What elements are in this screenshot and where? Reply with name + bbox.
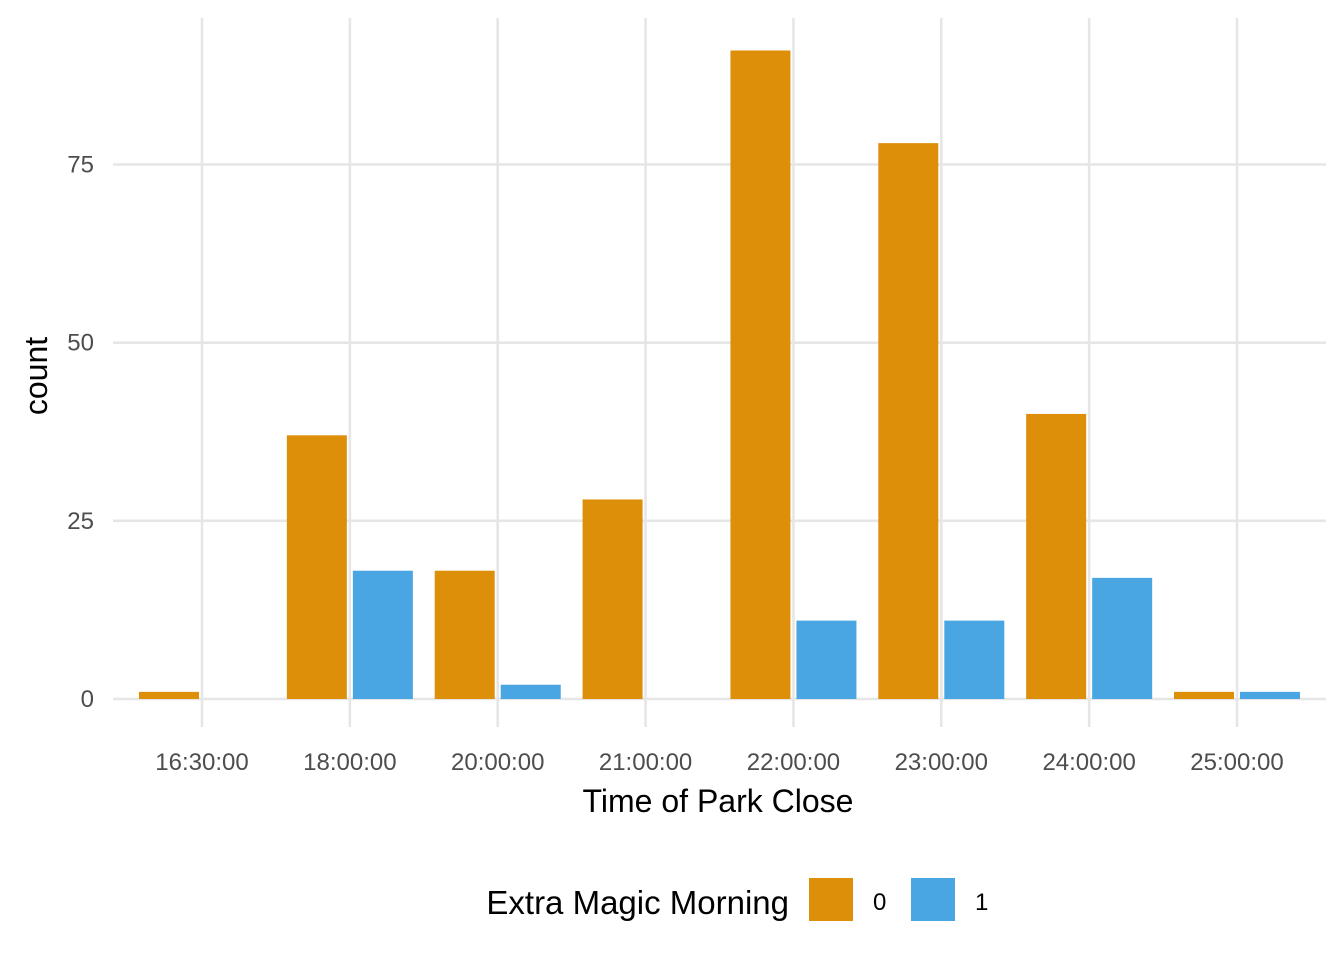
x-tick-label: 24:00:00 bbox=[1042, 749, 1135, 776]
legend-label-0: 0 bbox=[873, 889, 886, 916]
x-axis-ticks: 16:30:00 18:00:00 20:00:00 21:00:00 22:00:00… bbox=[155, 749, 1283, 776]
bar-series-1-18:00:00 bbox=[352, 570, 413, 699]
bar-series-0-24:00:00 bbox=[1026, 413, 1087, 699]
y-tick-label: 0 bbox=[81, 686, 94, 713]
x-tick-label: 16:30:00 bbox=[155, 749, 248, 776]
x-tick-label: 18:00:00 bbox=[303, 749, 396, 776]
y-tick-label: 75 bbox=[67, 152, 94, 179]
bar-series-0-23:00:00 bbox=[878, 143, 939, 699]
x-tick-label: 25:00:00 bbox=[1190, 749, 1283, 776]
bar-series-0-22:00:00 bbox=[730, 50, 791, 700]
bar-series-1-24:00:00 bbox=[1092, 577, 1153, 699]
x-axis-title: Time of Park Close bbox=[583, 783, 854, 819]
bar-series-0-20:00:00 bbox=[434, 570, 495, 699]
y-axis-title: count bbox=[18, 337, 54, 415]
bar-series-0-25:00:00 bbox=[1174, 691, 1235, 699]
legend-key-1 bbox=[911, 878, 955, 921]
x-tick-label: 21:00:00 bbox=[599, 749, 692, 776]
bar-series-0-16:30:00 bbox=[139, 691, 199, 699]
bar-series-0-21:00:00 bbox=[582, 499, 643, 699]
legend-key-0 bbox=[809, 878, 853, 921]
legend-title: Extra Magic Morning bbox=[486, 884, 789, 921]
x-tick-label: 23:00:00 bbox=[895, 749, 988, 776]
y-axis-ticks: 0 25 50 75 bbox=[67, 152, 94, 714]
bar-series-1-22:00:00 bbox=[796, 620, 857, 699]
y-tick-label: 50 bbox=[67, 330, 94, 357]
bar-series-1-25:00:00 bbox=[1240, 691, 1301, 699]
x-tick-label: 22:00:00 bbox=[747, 749, 840, 776]
bars bbox=[139, 50, 1301, 700]
y-tick-label: 25 bbox=[67, 508, 94, 535]
legend-label-1: 1 bbox=[975, 889, 988, 916]
bar-series-1-20:00:00 bbox=[500, 684, 561, 699]
bar-series-0-18:00:00 bbox=[286, 435, 347, 699]
bar-series-1-23:00:00 bbox=[944, 620, 1005, 699]
x-tick-label: 20:00:00 bbox=[451, 749, 544, 776]
